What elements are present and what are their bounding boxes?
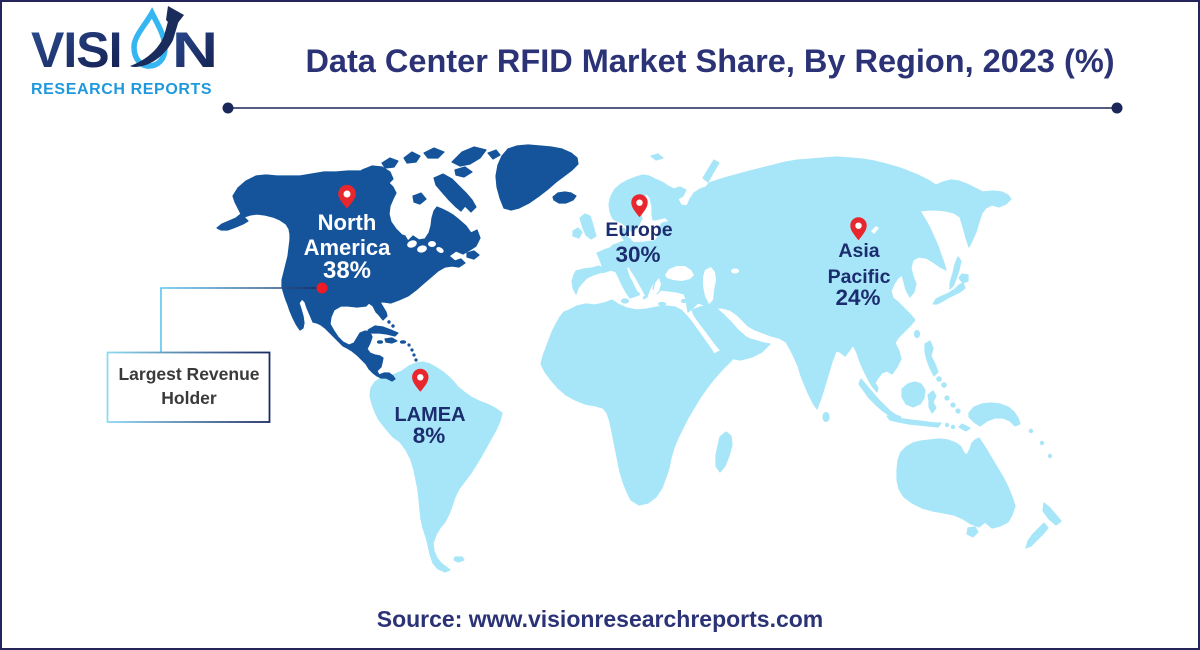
svg-text:8%: 8% xyxy=(413,423,446,448)
svg-text:Largest Revenue: Largest Revenue xyxy=(118,364,259,384)
svg-text:N: N xyxy=(172,22,218,78)
svg-text:Asia: Asia xyxy=(838,240,879,262)
svg-text:RESEARCH REPORTS: RESEARCH REPORTS xyxy=(31,81,212,98)
svg-text:Source: www.visionresearchrepo: Source: www.visionresearchreports.com xyxy=(377,606,824,632)
svg-text:LAMEA: LAMEA xyxy=(394,404,465,426)
svg-text:North: North xyxy=(318,210,377,235)
svg-text:America: America xyxy=(304,235,392,260)
svg-text:Data Center RFID Market Share,: Data Center RFID Market Share, By Region… xyxy=(305,43,1114,79)
svg-text:Pacific: Pacific xyxy=(828,266,891,288)
svg-text:Holder: Holder xyxy=(161,388,217,408)
svg-text:VISI: VISI xyxy=(31,22,121,78)
svg-text:38%: 38% xyxy=(323,257,371,284)
svg-text:30%: 30% xyxy=(615,242,660,267)
svg-text:24%: 24% xyxy=(835,285,880,310)
svg-text:Europe: Europe xyxy=(605,219,672,241)
